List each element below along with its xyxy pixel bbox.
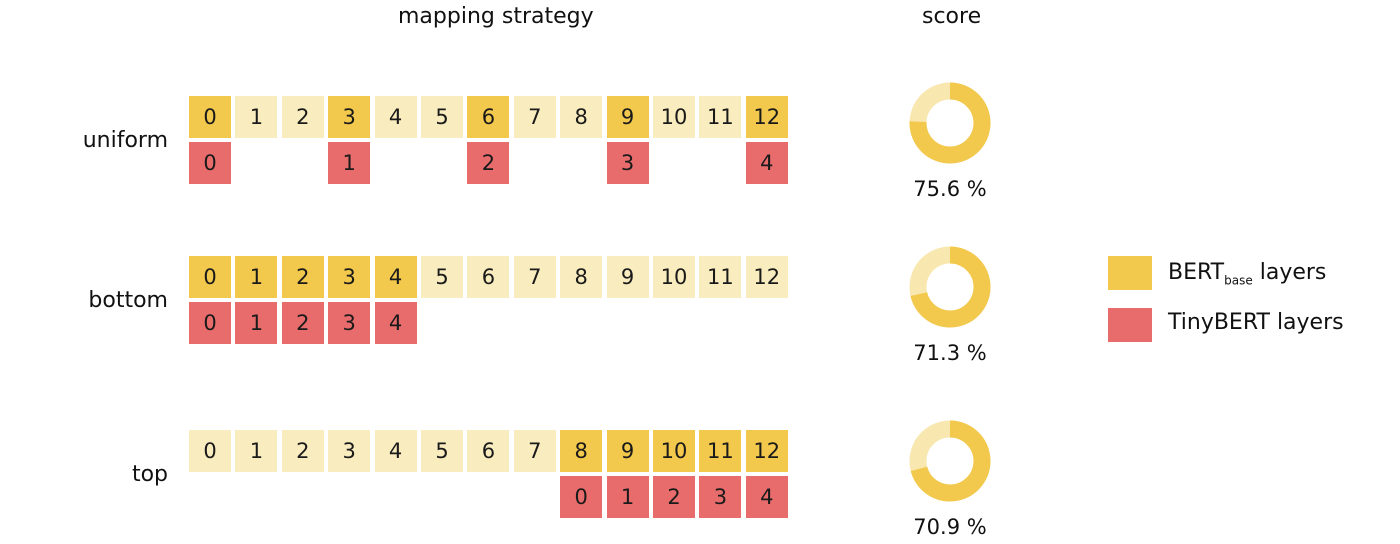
teacher-layer-cell: 0 bbox=[189, 96, 231, 138]
teacher-layer-cell: 5 bbox=[421, 96, 463, 138]
row-label: top bbox=[131, 462, 168, 487]
teacher-layer-cell: 7 bbox=[513, 96, 556, 138]
teacher-layer-cell: 8 bbox=[560, 96, 603, 138]
legend-label-teacher: BERTbase layers bbox=[1168, 260, 1327, 288]
score-donut bbox=[909, 246, 991, 328]
score-donut bbox=[909, 82, 991, 164]
legend-swatch-teacher bbox=[1108, 256, 1152, 290]
teacher-layer-cell: 3 bbox=[328, 430, 371, 472]
student-layer-cell: 3 bbox=[606, 142, 649, 184]
student-layer-cell: 0 bbox=[560, 476, 603, 518]
legend-label-student: TinyBERT layers bbox=[1168, 310, 1344, 335]
row-label: uniform bbox=[82, 128, 168, 153]
student-layer-cell: 1 bbox=[235, 302, 278, 344]
student-layer-cell: 1 bbox=[606, 476, 649, 518]
teacher-layer-cell: 9 bbox=[606, 430, 649, 472]
student-layer-cell: 2 bbox=[653, 476, 695, 518]
teacher-layer-cell: 11 bbox=[699, 96, 742, 138]
mapping-strategy-header: mapping strategy bbox=[398, 4, 594, 29]
student-layer-cell: 3 bbox=[328, 302, 371, 344]
donut-score-arc bbox=[909, 420, 991, 502]
student-layer-cell: 0 bbox=[189, 142, 231, 184]
teacher-layer-cell: 1 bbox=[235, 96, 278, 138]
teacher-layer-cell: 2 bbox=[281, 256, 324, 298]
teacher-layer-cell: 8 bbox=[560, 430, 603, 472]
teacher-layer-cell: 6 bbox=[467, 430, 510, 472]
score-donut bbox=[909, 420, 991, 502]
student-layer-cell: 2 bbox=[281, 302, 324, 344]
teacher-layer-cell: 5 bbox=[421, 256, 463, 298]
teacher-layer-cell: 9 bbox=[606, 256, 649, 298]
teacher-layer-cell: 11 bbox=[699, 256, 742, 298]
teacher-layer-cell: 1 bbox=[235, 430, 278, 472]
teacher-layer-cell: 2 bbox=[281, 430, 324, 472]
donut-score-arc bbox=[909, 82, 991, 164]
row-label: bottom bbox=[88, 288, 168, 313]
teacher-layer-cell: 6 bbox=[467, 256, 510, 298]
teacher-layer-cell: 12 bbox=[745, 96, 788, 138]
score-value: 75.6 % bbox=[913, 177, 987, 201]
teacher-layer-cell: 0 bbox=[189, 430, 231, 472]
student-layer-cell: 3 bbox=[699, 476, 742, 518]
student-layer-cell: 4 bbox=[745, 476, 788, 518]
score-value: 70.9 % bbox=[913, 515, 987, 539]
teacher-layer-cell: 7 bbox=[513, 256, 556, 298]
teacher-layer-cell: 2 bbox=[281, 96, 324, 138]
teacher-layer-cell: 12 bbox=[745, 256, 788, 298]
teacher-layer-cell: 11 bbox=[699, 430, 742, 472]
legend-swatch-student bbox=[1108, 308, 1152, 342]
teacher-layer-cell: 5 bbox=[421, 430, 463, 472]
donut-score-arc bbox=[909, 246, 991, 328]
teacher-layer-cell: 0 bbox=[189, 256, 231, 298]
student-layer-cell: 4 bbox=[745, 142, 788, 184]
score-header: score bbox=[922, 4, 982, 29]
student-layer-cell: 0 bbox=[189, 302, 231, 344]
teacher-layer-cell: 10 bbox=[653, 256, 695, 298]
score-value: 71.3 % bbox=[913, 341, 987, 365]
teacher-layer-cell: 10 bbox=[653, 430, 695, 472]
student-layer-cell: 2 bbox=[467, 142, 510, 184]
teacher-layer-cell: 9 bbox=[606, 96, 649, 138]
teacher-layer-cell: 3 bbox=[328, 256, 371, 298]
teacher-layer-cell: 10 bbox=[653, 96, 695, 138]
teacher-layer-cell: 4 bbox=[374, 96, 417, 138]
teacher-layer-cell: 4 bbox=[374, 430, 417, 472]
teacher-layer-cell: 8 bbox=[560, 256, 603, 298]
student-layer-cell: 4 bbox=[374, 302, 417, 344]
student-layer-cell: 1 bbox=[328, 142, 371, 184]
teacher-layer-cell: 7 bbox=[513, 430, 556, 472]
teacher-layer-cell: 3 bbox=[328, 96, 371, 138]
teacher-layer-cell: 4 bbox=[374, 256, 417, 298]
teacher-layer-cell: 1 bbox=[235, 256, 278, 298]
teacher-layer-cell: 12 bbox=[745, 430, 788, 472]
teacher-layer-cell: 6 bbox=[467, 96, 510, 138]
